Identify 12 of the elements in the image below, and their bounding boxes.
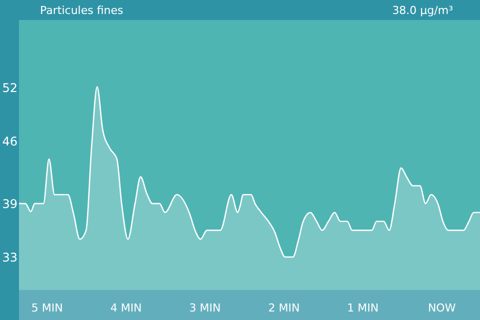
x-tick-label: 2 MIN (268, 302, 300, 314)
text: 38.0 µg/m³ (392, 4, 453, 17)
chart-title: Particules fines (40, 4, 124, 17)
y-tick-label: 33 (2, 250, 18, 265)
y-tick-label: 46 (2, 134, 18, 149)
x-tick-label: 1 MIN (347, 302, 379, 314)
x-tick-label: NOW (428, 302, 456, 314)
x-tick-label: 5 MIN (31, 302, 63, 314)
x-tick-label: 3 MIN (189, 302, 221, 314)
y-tick-label: 52 (2, 81, 18, 96)
x-tick-label: 4 MIN (110, 302, 142, 314)
y-tick-label: 39 (2, 197, 18, 212)
